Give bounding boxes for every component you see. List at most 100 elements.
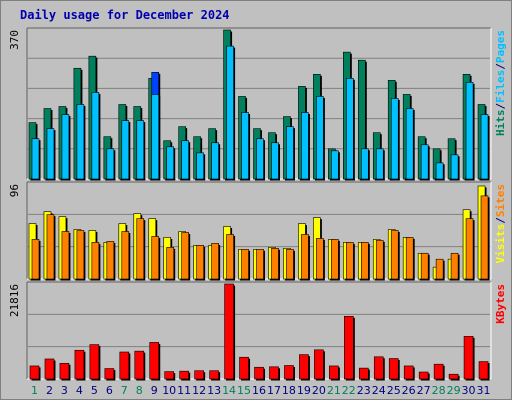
bar-files-day-27 (420, 144, 429, 180)
bar-files-day-30 (465, 82, 474, 180)
bar-sites-day-3 (61, 231, 70, 280)
bar-sites-day-9 (151, 236, 160, 280)
bar-files-day-1 (31, 138, 40, 180)
day-label-22: 22 (342, 384, 356, 397)
bar-files-day-5 (91, 92, 100, 180)
bar-files-day-26 (405, 108, 414, 180)
bar-sites-day-14 (226, 234, 234, 280)
legend-slash: / (494, 103, 507, 110)
day-label-23: 23 (357, 384, 371, 397)
bar-files-day-10 (166, 146, 175, 180)
day-label-2: 2 (46, 384, 53, 397)
legend-pages: Pages (494, 30, 507, 63)
bar-kbytes-day-15 (239, 356, 249, 380)
bar-files-day-9 (151, 94, 160, 180)
bar-files-day-22 (346, 78, 354, 180)
bar-kbytes-day-20 (314, 349, 324, 380)
day-label-25: 25 (387, 384, 401, 397)
day-label-3: 3 (61, 384, 68, 397)
bar-sites-day-7 (121, 231, 130, 280)
bar-kbytes-day-26 (403, 365, 414, 380)
bar-sites-day-27 (420, 252, 429, 280)
bar-kbytes-day-19 (299, 354, 309, 380)
bar-kbytes-day-3 (59, 363, 70, 380)
bar-files-day-29 (450, 154, 459, 180)
bar-kbytes-day-7 (119, 351, 130, 380)
legend-slash: / (494, 217, 507, 224)
bar-sites-day-18 (286, 249, 294, 280)
bar-files-day-19 (301, 112, 309, 180)
bar-kbytes-day-9 (149, 342, 160, 380)
day-label-14: 14 (222, 384, 236, 397)
day-label-30: 30 (462, 384, 476, 397)
bar-sites-day-21 (331, 239, 339, 280)
panel-hits-files-pages-axis-legend: Hits/Files/Pages (494, 30, 507, 136)
bar-files-day-15 (241, 112, 249, 180)
bar-sites-day-5 (91, 242, 100, 280)
bar-kbytes-day-25 (388, 358, 399, 380)
panel-hits-files-pages-max-label: 370 (8, 30, 21, 50)
bar-files-day-18 (286, 126, 294, 180)
bar-sites-day-22 (346, 242, 354, 280)
day-label-15: 15 (237, 384, 251, 397)
panel-kbytes-axis-legend: KBytes (494, 284, 507, 324)
day-label-20: 20 (312, 384, 326, 397)
legend-kbytes: KBytes (494, 284, 507, 324)
bar-sites-day-12 (196, 245, 204, 280)
bar-sites-day-17 (271, 248, 279, 280)
day-label-12: 12 (192, 384, 206, 397)
bar-kbytes-day-29 (448, 373, 459, 380)
bar-files-day-28 (435, 162, 444, 180)
bar-kbytes-day-24 (373, 356, 384, 380)
day-label-29: 29 (447, 384, 461, 397)
bar-sites-day-4 (76, 230, 85, 280)
bar-kbytes-day-1 (29, 365, 40, 380)
day-label-1: 1 (31, 384, 38, 397)
bar-files-day-12 (196, 152, 204, 180)
legend-hits: Hits (494, 110, 507, 137)
bar-kbytes-day-4 (74, 349, 85, 380)
bar-sites-day-29 (450, 252, 459, 280)
bar-sites-day-2 (46, 214, 55, 280)
legend-slash: / (494, 63, 507, 70)
bar-sites-day-28 (435, 258, 444, 280)
bar-sites-day-23 (360, 242, 369, 280)
bar-files-day-7 (121, 120, 130, 180)
bar-kbytes-day-16 (254, 366, 264, 380)
day-label-17: 17 (267, 384, 281, 397)
bar-kbytes-day-17 (269, 366, 279, 380)
legend-files: Files (494, 70, 507, 103)
bar-kbytes-day-10 (164, 371, 175, 380)
bar-files-day-14 (226, 45, 234, 180)
bar-sites-day-30 (465, 218, 474, 280)
bar-files-day-24 (375, 148, 384, 180)
day-label-9: 9 (151, 384, 158, 397)
bar-kbytes-day-6 (104, 368, 115, 380)
bar-sites-day-1 (31, 239, 40, 280)
bar-kbytes-day-23 (358, 367, 369, 380)
bar-kbytes-day-12 (194, 370, 204, 380)
bar-kbytes-day-27 (418, 371, 429, 380)
bar-files-day-23 (360, 148, 369, 180)
day-label-8: 8 (136, 384, 143, 397)
bar-kbytes-day-8 (134, 350, 145, 380)
bar-kbytes-day-5 (89, 344, 100, 380)
day-label-11: 11 (177, 384, 191, 397)
bar-kbytes-day-13 (209, 370, 219, 380)
bar-files-day-17 (271, 142, 279, 180)
day-label-26: 26 (402, 384, 416, 397)
bar-sites-day-10 (166, 247, 175, 280)
bar-sites-day-31 (480, 195, 489, 280)
day-label-10: 10 (162, 384, 176, 397)
bar-files-day-3 (61, 114, 70, 180)
bar-files-day-2 (46, 128, 55, 180)
day-label-21: 21 (327, 384, 341, 397)
legend-sites: Sites (494, 184, 507, 217)
day-label-18: 18 (282, 384, 296, 397)
day-label-6: 6 (106, 384, 113, 397)
bar-sites-day-20 (316, 238, 324, 280)
bar-files-day-4 (76, 104, 85, 180)
bar-kbytes-day-21 (329, 365, 339, 380)
bar-files-day-25 (390, 98, 399, 180)
